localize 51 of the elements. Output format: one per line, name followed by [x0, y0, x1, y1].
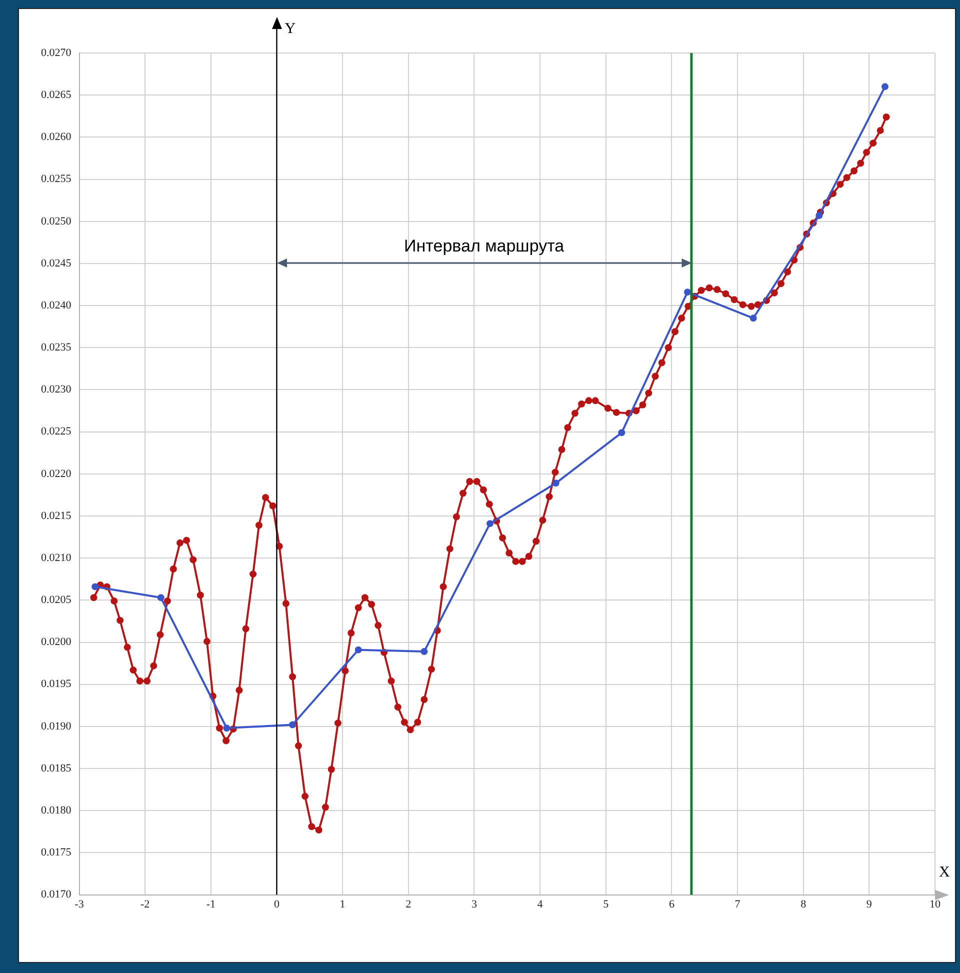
y-tick-label: 0.0190	[41, 720, 72, 732]
y-tick-label: 0.0240	[41, 299, 72, 312]
point	[354, 646, 362, 654]
x-tick-label: 1	[340, 898, 346, 910]
y-tick-label: 0.0225	[41, 426, 72, 438]
y-tick-label: 0.0270	[41, 46, 72, 59]
y-tick-label: 0.0250	[41, 215, 72, 228]
point	[223, 724, 230, 732]
y-tick-label: 0.0255	[41, 173, 72, 186]
point	[92, 583, 99, 590]
x-tick-label: 9	[866, 898, 872, 910]
y-tick-label: 0.0220	[41, 468, 72, 480]
x-tick-label: -3	[74, 898, 84, 910]
x-tick-label: -1	[206, 898, 216, 910]
x-tick-label: 3	[471, 898, 478, 910]
y-tick-label: 0.0265	[41, 88, 72, 101]
point	[881, 83, 888, 90]
y-tick-label: 0.0170	[41, 888, 72, 901]
point	[750, 314, 757, 322]
x-tick-label: 8	[800, 898, 807, 910]
point	[157, 594, 164, 602]
point	[289, 721, 296, 728]
point	[552, 480, 560, 487]
x-tick-label: 7	[734, 898, 741, 910]
x-tick-label: 2	[406, 898, 412, 910]
y-tick-label: 0.0235	[41, 342, 72, 354]
y-tick-label: 0.0215	[41, 510, 72, 522]
x-tick-label: 4	[537, 898, 544, 910]
x-tick-label: -2	[140, 898, 150, 910]
y-tick-label: 0.0260	[41, 131, 72, 144]
y-tick-label: 0.0245	[41, 257, 72, 270]
y-tick-label: 0.0210	[41, 552, 72, 564]
y-axis-title: Y	[284, 20, 296, 37]
point	[420, 648, 428, 656]
y-tick-label: 0.0230	[41, 384, 72, 396]
point	[816, 212, 823, 219]
x-tick-label: 5	[603, 898, 610, 910]
x-tick-label: 6	[668, 898, 675, 910]
x-tick-label: 10	[930, 898, 941, 910]
y-tick-label: 0.0205	[41, 594, 72, 606]
point	[618, 429, 626, 436]
point	[684, 288, 691, 296]
annotation: Интервал маршрута	[404, 236, 565, 256]
y-tick-label: 0.0185	[41, 762, 72, 774]
y-tick-label: 0.0180	[41, 804, 72, 817]
y-tick-label: 0.0200	[41, 636, 72, 648]
x-axis-title: X	[939, 864, 950, 881]
y-tick-label: 0.0195	[41, 678, 72, 690]
y-tick-label: 0.0175	[41, 846, 72, 859]
x-tick-label: 0	[274, 898, 280, 910]
point	[486, 520, 494, 528]
